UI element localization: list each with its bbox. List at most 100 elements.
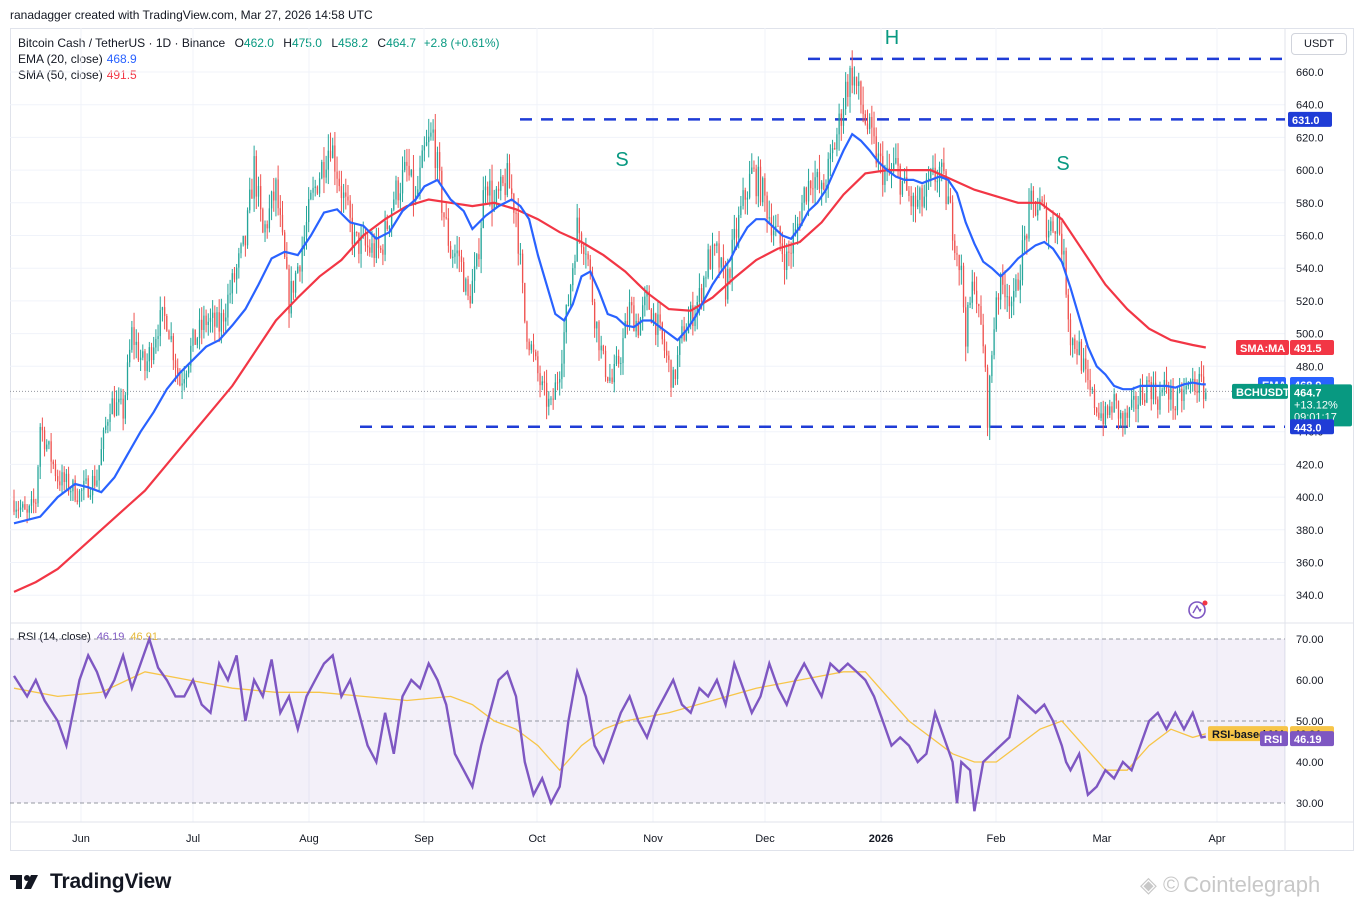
candle-body xyxy=(574,261,576,269)
candle-body xyxy=(1135,395,1137,410)
candle-body xyxy=(1021,240,1024,281)
candle-body xyxy=(393,199,395,210)
time-tick-label: Aug xyxy=(299,833,319,845)
candle-body xyxy=(139,357,142,360)
candle-body xyxy=(233,273,236,280)
candle-body xyxy=(1013,290,1015,302)
time-tick-label: Jul xyxy=(186,833,200,845)
price-axis: 340.0360.0380.0400.0420.0440.0460.0480.0… xyxy=(1296,67,1324,810)
candle-body xyxy=(166,315,168,331)
candle-body xyxy=(823,182,825,190)
candle-body xyxy=(772,230,775,236)
candle-body xyxy=(899,165,901,195)
candle-body xyxy=(593,302,596,329)
candle-body xyxy=(493,202,495,210)
price-tick-label: 540.0 xyxy=(1296,263,1324,275)
candle-body xyxy=(877,153,880,164)
candle-body xyxy=(360,235,362,254)
candle-body xyxy=(187,365,190,374)
candle-body xyxy=(751,167,753,174)
watermark-icon: ◈ © xyxy=(1140,872,1180,897)
candle-body xyxy=(615,355,618,364)
upper-level-tag: 631.0 xyxy=(1288,111,1332,127)
candle-body xyxy=(281,214,284,233)
candle-body xyxy=(329,150,332,158)
candle-body xyxy=(43,430,46,450)
candle-body xyxy=(356,231,358,233)
currency-button[interactable]: USDT xyxy=(1291,33,1347,55)
candle-body xyxy=(238,253,240,268)
candle-body xyxy=(1172,386,1174,409)
candle-body xyxy=(569,285,572,305)
candle-body xyxy=(399,193,402,201)
candle-body xyxy=(731,239,733,278)
candle-body xyxy=(539,373,541,386)
low-value: 458.2 xyxy=(338,36,369,50)
candle-body xyxy=(561,363,563,380)
candle-body xyxy=(401,170,404,194)
candle-body xyxy=(1078,341,1080,355)
candle-body xyxy=(54,464,57,477)
candle-body xyxy=(790,252,792,254)
candle-body xyxy=(838,113,840,135)
time-tick-label: Sep xyxy=(414,833,434,845)
candle-body xyxy=(159,310,161,337)
candle-body xyxy=(345,192,347,197)
ema-legend-value: 468.9 xyxy=(106,52,137,66)
candle-body xyxy=(1170,386,1172,400)
candle-body xyxy=(1104,406,1107,425)
candle-body xyxy=(364,234,367,246)
candle-body xyxy=(956,253,958,255)
candle-body xyxy=(1039,199,1041,210)
candle-body xyxy=(312,187,314,193)
candle-body xyxy=(369,247,371,253)
rsi-legend-label: RSI (14, close) xyxy=(18,631,91,643)
candle-body xyxy=(967,304,969,347)
candle-body xyxy=(980,306,982,325)
candle-body xyxy=(126,362,129,396)
candle-body xyxy=(982,324,984,347)
candle-body xyxy=(814,177,816,189)
candle-body xyxy=(709,249,711,270)
candle-body xyxy=(1174,408,1176,411)
candle-body xyxy=(146,361,148,372)
candle-body xyxy=(161,307,164,311)
time-tick-label: Feb xyxy=(987,833,1006,845)
candle-body xyxy=(786,251,788,270)
candle-body xyxy=(997,297,1000,300)
candle-body xyxy=(150,347,153,361)
candle-body xyxy=(921,188,923,207)
candle-body xyxy=(113,398,116,416)
candle-body xyxy=(1152,382,1155,400)
tradingview-logo[interactable]: TradingView xyxy=(10,870,171,894)
candle-body xyxy=(163,307,166,316)
ema-legend[interactable]: EMA (20, close) 468.9 xyxy=(18,51,137,67)
candle-body xyxy=(858,81,860,86)
candle-body xyxy=(1087,369,1089,381)
candle-body xyxy=(860,81,862,105)
candle-body xyxy=(288,268,290,314)
candle-body xyxy=(1161,389,1163,393)
price-tick-label: 580.0 xyxy=(1296,198,1324,210)
candle-body xyxy=(748,173,751,198)
candle-body xyxy=(257,186,260,197)
candle-body xyxy=(923,196,925,207)
candle-body xyxy=(925,179,928,197)
candle-body xyxy=(209,317,212,322)
candle-body xyxy=(1133,395,1135,400)
candle-body xyxy=(421,150,423,168)
candle-body xyxy=(410,169,412,176)
bell-icon[interactable] xyxy=(1188,600,1208,619)
candle-body xyxy=(799,223,801,226)
candle-body xyxy=(572,268,574,286)
candle-body xyxy=(395,180,397,200)
candle-body xyxy=(1069,319,1072,346)
candle-body xyxy=(1202,376,1205,400)
rsi-legend[interactable]: RSI (14, close) 46.19 46.91 xyxy=(18,631,158,643)
candle-body xyxy=(753,167,755,169)
candle-body xyxy=(559,379,561,383)
candle-body xyxy=(465,279,467,292)
candle-body xyxy=(1026,235,1028,239)
candle-body xyxy=(1126,412,1128,418)
